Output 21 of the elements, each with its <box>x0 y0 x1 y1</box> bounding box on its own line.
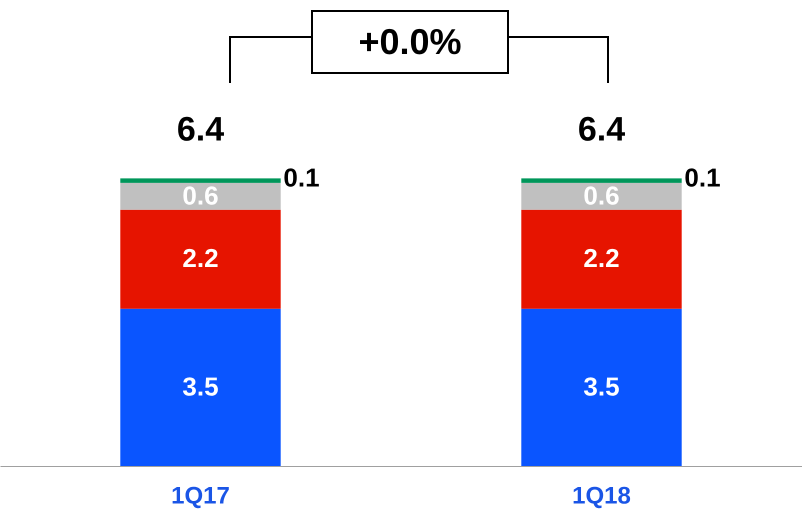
data-label: 0.1 <box>283 162 320 192</box>
data-label: 0.6 <box>182 180 219 210</box>
total-label: 6.4 <box>578 110 626 148</box>
bar <box>521 182 682 210</box>
data-label: 3.5 <box>583 371 620 402</box>
bar <box>521 308 682 466</box>
x-tick-label: 1Q17 <box>171 482 230 510</box>
bar <box>521 178 682 183</box>
data-label: 0.1 <box>684 162 721 192</box>
data-label: 3.5 <box>182 371 219 402</box>
total-label: 6.4 <box>176 110 224 148</box>
text: +0.0% <box>311 10 509 74</box>
x-tick-label: 1Q18 <box>572 482 631 510</box>
data-label: 2.2 <box>182 243 219 274</box>
bar <box>120 308 281 466</box>
bar <box>120 182 281 210</box>
bar <box>521 210 682 309</box>
data-label: 2.2 <box>583 243 620 274</box>
bar <box>120 210 281 309</box>
data-label: 0.6 <box>583 180 620 210</box>
bar <box>120 178 281 183</box>
